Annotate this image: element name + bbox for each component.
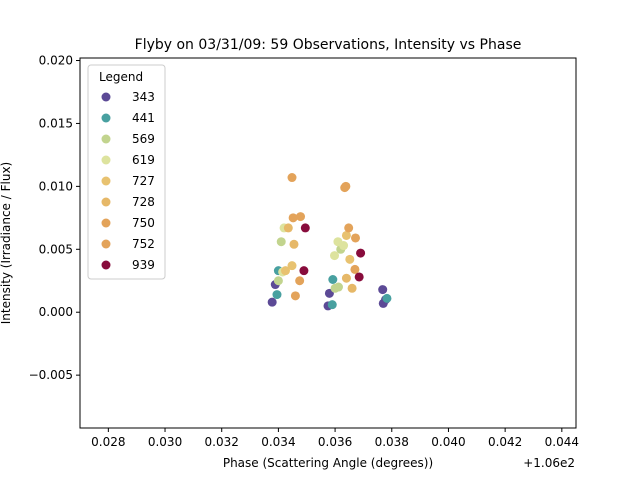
legend-marker-752 <box>101 239 111 249</box>
y-axis-label: Intensity (Irradiance / Flux) <box>0 162 13 324</box>
data-point-569 <box>276 237 286 247</box>
y-tick-label: 0.010 <box>39 179 73 193</box>
data-point-441 <box>328 274 338 284</box>
data-point-727 <box>341 230 351 240</box>
data-point-728 <box>289 239 299 249</box>
legend-label-619: 619 <box>132 153 155 167</box>
x-axis-offset-label: +1.06e2 <box>523 456 575 470</box>
data-point-343 <box>267 297 277 307</box>
data-point-441 <box>327 300 337 310</box>
legend-marker-750 <box>101 218 111 228</box>
legend-label-752: 752 <box>132 237 155 251</box>
legend-marker-939 <box>101 260 111 270</box>
legend-label-569: 569 <box>132 132 155 146</box>
x-axis-label: Phase (Scattering Angle (degrees)) <box>223 456 433 470</box>
data-point-728 <box>283 223 293 233</box>
legend-marker-727 <box>101 176 111 186</box>
legend-marker-441 <box>101 113 111 123</box>
y-tick-label: 0.015 <box>39 116 73 130</box>
data-point-939 <box>356 248 366 258</box>
legend-label-939: 939 <box>132 258 155 272</box>
data-point-343 <box>378 285 388 295</box>
y-tick-label: 0.020 <box>39 54 73 68</box>
data-point-750 <box>290 291 300 301</box>
data-point-569 <box>273 276 283 286</box>
legend-label-728: 728 <box>132 195 155 209</box>
data-point-569 <box>333 282 343 292</box>
x-tick-label: 0.032 <box>205 435 239 449</box>
y-tick-label: −0.005 <box>29 368 73 382</box>
legend-title: Legend <box>99 70 143 84</box>
legend-label-750: 750 <box>132 216 155 230</box>
legend-items: 343 441 569 619 727 728 750 752 939 <box>101 90 155 272</box>
data-point-728 <box>341 273 351 283</box>
data-point-752 <box>296 212 306 222</box>
data-point-727 <box>345 254 355 264</box>
x-tick-label: 0.028 <box>91 435 125 449</box>
x-tick-label: 0.034 <box>261 435 295 449</box>
x-tick-label: 0.044 <box>545 435 579 449</box>
legend-marker-569 <box>101 134 111 144</box>
legend-marker-619 <box>101 155 111 165</box>
x-tick-label: 0.040 <box>431 435 465 449</box>
data-point-752 <box>288 213 298 223</box>
data-point-939 <box>300 223 310 233</box>
data-point-441 <box>382 293 392 303</box>
data-point-619 <box>339 241 349 251</box>
data-point-939 <box>354 272 364 282</box>
data-point-727 <box>287 261 297 271</box>
x-tick-label: 0.042 <box>488 435 522 449</box>
y-tick-label: 0.000 <box>39 305 73 319</box>
x-axis: 0.028 0.030 0.032 0.034 0.036 0.038 0.040 0.042… <box>91 428 579 449</box>
x-tick-label: 0.030 <box>148 435 182 449</box>
legend-label-441: 441 <box>132 111 155 125</box>
data-point-728 <box>347 283 357 293</box>
legend-label-343: 343 <box>132 90 155 104</box>
legend: Legend 343 441 569 619 727 728 750 752 939 <box>87 64 166 280</box>
x-tick-label: 0.036 <box>318 435 352 449</box>
chart-title: Flyby on 03/31/09: 59 Observations, Inte… <box>135 37 522 53</box>
scatter-points <box>267 173 392 311</box>
y-tick-label: 0.005 <box>39 242 73 256</box>
legend-label-727: 727 <box>132 174 155 188</box>
data-point-750 <box>344 223 354 233</box>
data-point-619 <box>330 251 340 261</box>
data-point-752 <box>295 276 305 286</box>
y-axis: −0.005 0.000 0.005 0.010 0.015 0.020 <box>29 54 80 382</box>
data-point-939 <box>299 266 309 276</box>
data-point-750 <box>287 173 297 183</box>
data-point-750 <box>350 264 360 274</box>
x-tick-label: 0.038 <box>375 435 409 449</box>
legend-marker-343 <box>101 92 111 102</box>
data-point-727 <box>280 266 290 276</box>
data-point-441 <box>272 290 282 300</box>
data-point-752 <box>340 183 350 193</box>
legend-marker-728 <box>101 197 111 207</box>
data-point-752 <box>350 233 360 243</box>
